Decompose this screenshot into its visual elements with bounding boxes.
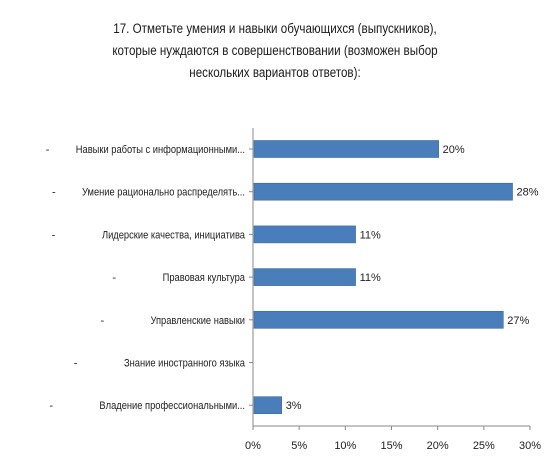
value-label: 27% — [507, 315, 529, 327]
x-tick-label: 30% — [519, 440, 541, 452]
chart-title: 17. Отметьте умения и навыки обучающихся… — [73, 18, 477, 84]
category-label: Правовая культура — [163, 272, 246, 284]
value-label: 11% — [360, 229, 381, 241]
value-label: 28% — [517, 187, 539, 199]
category-label: Лидерские качества, инициатива — [102, 230, 245, 242]
bar — [253, 268, 356, 286]
x-tick-label: 5% — [291, 440, 307, 452]
value-label: 20% — [443, 144, 465, 156]
category-label: Владение профессиональными... — [99, 400, 245, 413]
category-prefix: - — [112, 272, 116, 284]
bar — [253, 182, 513, 201]
x-tick-label: 25% — [473, 440, 495, 452]
category-prefix: - — [100, 315, 104, 327]
bar — [253, 396, 283, 415]
category-label: Умение рационально распределять... — [82, 187, 245, 199]
bar — [253, 140, 439, 158]
value-label: 11% — [360, 272, 381, 284]
title-line-1: 17. Отметьте умения и навыки обучающихся… — [113, 21, 437, 36]
category-prefix: - — [46, 144, 50, 156]
x-tick-label: 0% — [245, 440, 261, 452]
title-line-3: нескольких вариантов ответов): — [189, 65, 361, 80]
category-prefix: - — [52, 229, 56, 241]
bar — [253, 225, 356, 244]
x-tick-label: 20% — [427, 440, 449, 452]
category-prefix: - — [49, 400, 53, 412]
category-prefix: - — [74, 358, 78, 370]
bar — [253, 310, 504, 329]
category-prefix: - — [52, 187, 56, 199]
x-tick-label: 15% — [380, 440, 402, 452]
title-line-2: которые нуждаются в совершенствовании (в… — [112, 43, 438, 58]
category-label: Управленские навыки — [150, 315, 245, 327]
category-label: Знание иностранного языка — [124, 358, 245, 370]
value-label: 3% — [286, 400, 302, 412]
category-label: Навыки работы с информационными... — [76, 143, 245, 156]
x-tick-label: 10% — [334, 440, 356, 452]
